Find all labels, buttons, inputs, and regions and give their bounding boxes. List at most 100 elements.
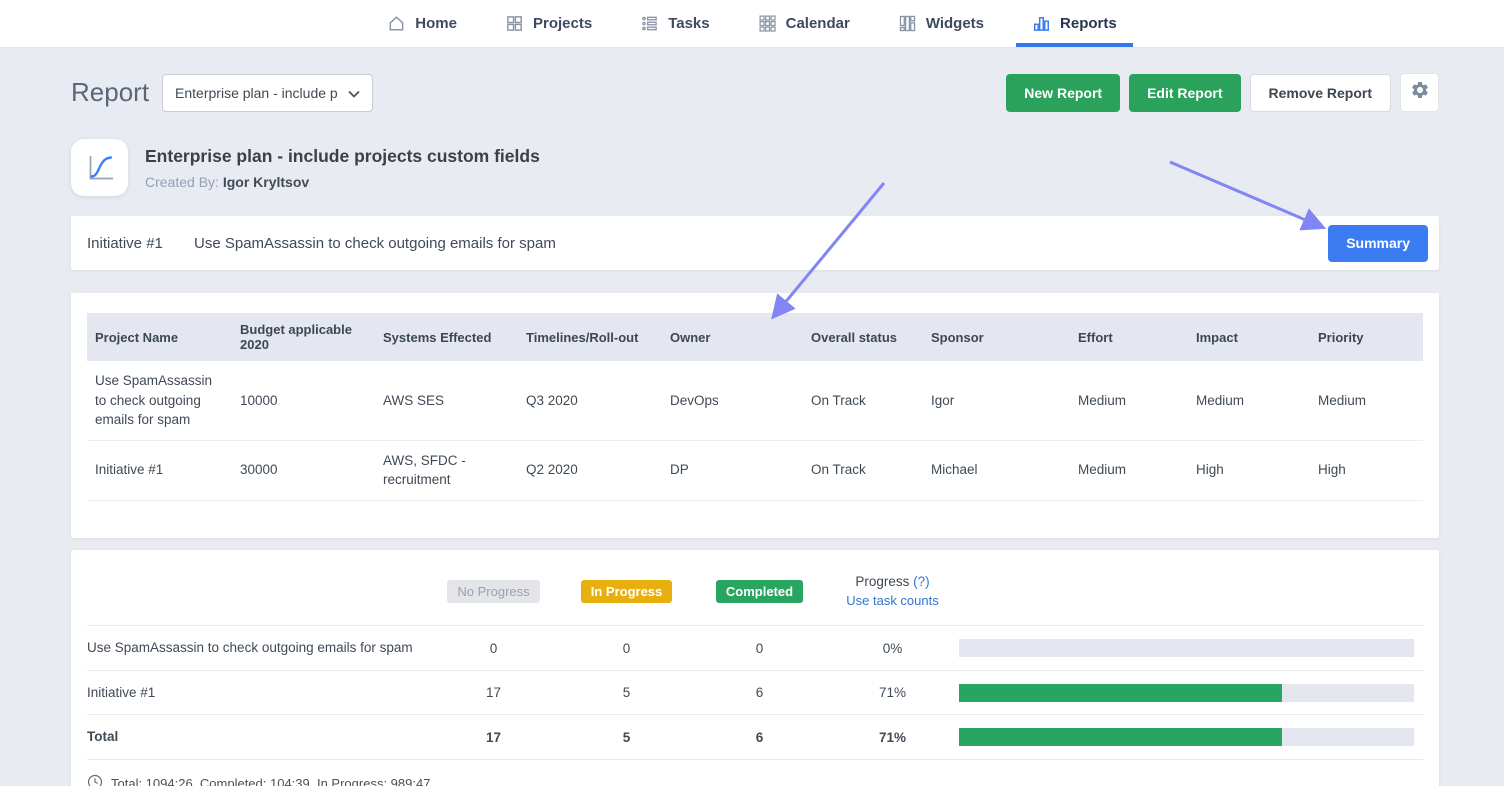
projects-table: Project Name Budget applicable 2020 Syst…	[87, 313, 1423, 501]
no-progress-badge: No Progress	[447, 580, 540, 604]
progress-percent: 71%	[878, 685, 907, 701]
report-info: Enterprise plan - include projects custo…	[71, 139, 1439, 196]
column-header: Overall status	[803, 313, 923, 361]
time-totals-text: Total: 1094:26, Completed: 104:39, In Pr…	[111, 775, 431, 786]
report-title: Enterprise plan - include projects custo…	[145, 145, 540, 166]
projects-table-header-row: Project Name Budget applicable 2020 Syst…	[87, 313, 1423, 361]
nav-item-tasks[interactable]: Tasks	[630, 0, 719, 47]
initiative-bar: Initiative #1 Use SpamAssassin to check …	[71, 216, 1439, 270]
table-row: Initiative #1 30000 AWS, SFDC - recruitm…	[87, 440, 1423, 501]
nav-label: Tasks	[668, 15, 710, 32]
progress-card: No Progress In Progress Completed Progre…	[71, 549, 1439, 786]
cell-budget: 30000	[232, 440, 375, 501]
top-nav: Home Projects Tasks Calendar Widgets Rep…	[0, 0, 1504, 48]
completed-badge: Completed	[715, 580, 804, 604]
page-header: Report Enterprise plan - include p New R…	[71, 73, 1439, 112]
progress-percent: 71%	[878, 729, 907, 745]
completed-count: 6	[755, 729, 764, 745]
cell-overall-status: On Track	[803, 361, 923, 441]
chevron-down-icon	[348, 85, 360, 101]
column-header: Owner	[662, 313, 803, 361]
progress-row: Use SpamAssassin to check outgoing email…	[87, 626, 1423, 671]
reports-icon	[1032, 14, 1051, 33]
remove-report-button[interactable]: Remove Report	[1249, 73, 1391, 112]
cell-budget: 10000	[232, 361, 375, 441]
progress-row-name: Total	[87, 729, 119, 745]
progress-help-icon[interactable]: (?)	[913, 573, 930, 589]
cell-timelines: Q3 2020	[518, 361, 662, 441]
summary-button[interactable]: Summary	[1328, 224, 1428, 262]
created-by-name: Igor Kryltsov	[222, 173, 310, 190]
table-row: Use SpamAssassin to check outgoing email…	[87, 361, 1423, 441]
cell-impact: High	[1188, 440, 1310, 501]
time-totals-footer: Total: 1094:26, Completed: 104:39, In Pr…	[87, 774, 1423, 786]
nav-item-reports[interactable]: Reports	[1016, 0, 1133, 47]
cell-effort: Medium	[1070, 440, 1188, 501]
column-header: Timelines/Roll-out	[518, 313, 662, 361]
progress-bar	[959, 639, 1414, 657]
column-header: Priority	[1310, 313, 1423, 361]
initiative-id: Initiative #1	[87, 234, 163, 252]
no-progress-count: 17	[485, 729, 502, 745]
progress-bar	[959, 683, 1414, 702]
nav-label: Projects	[532, 15, 593, 32]
nav-item-home[interactable]: Home	[377, 0, 467, 47]
home-icon	[387, 14, 406, 33]
cell-sponsor: Michael	[923, 440, 1070, 501]
in-progress-count: 5	[622, 729, 631, 745]
cell-effort: Medium	[1070, 361, 1188, 441]
projects-icon	[505, 14, 524, 33]
cell-systems: AWS SES	[375, 361, 518, 441]
progress-total-row: Total 17 5 6 71%	[87, 715, 1423, 760]
widgets-icon	[898, 14, 917, 33]
column-header: Impact	[1188, 313, 1310, 361]
in-progress-badge: In Progress	[580, 580, 673, 604]
gear-icon	[1410, 80, 1430, 105]
column-header: Effort	[1070, 313, 1188, 361]
progress-column-header: Progress (?) Use task counts	[826, 572, 959, 611]
report-curve-icon	[71, 139, 128, 196]
settings-button[interactable]	[1400, 73, 1439, 112]
initiative-name: Use SpamAssassin to check outgoing email…	[194, 234, 556, 252]
cell-timelines: Q2 2020	[518, 440, 662, 501]
new-report-button[interactable]: New Report	[1006, 73, 1121, 112]
cell-overall-status: On Track	[803, 440, 923, 501]
cell-project-name: Initiative #1	[87, 440, 232, 501]
projects-table-card: Project Name Budget applicable 2020 Syst…	[71, 293, 1439, 538]
in-progress-count: 0	[622, 640, 631, 656]
cell-owner: DP	[662, 440, 803, 501]
progress-label: Progress	[855, 573, 910, 589]
report-created-by: Created By: Igor Kryltsov	[145, 174, 540, 190]
use-task-counts-link[interactable]: Use task counts	[846, 593, 939, 609]
progress-row: Initiative #1 17 5 6 71%	[87, 671, 1423, 716]
column-header: Sponsor	[923, 313, 1070, 361]
nav-item-projects[interactable]: Projects	[495, 0, 602, 47]
cell-priority: High	[1310, 440, 1423, 501]
progress-bar	[959, 728, 1414, 747]
report-select-dropdown[interactable]: Enterprise plan - include p	[162, 73, 373, 112]
created-by-label: Created By:	[145, 173, 219, 190]
calendar-icon	[758, 14, 777, 33]
no-progress-count: 0	[489, 640, 498, 656]
progress-percent: 0%	[882, 640, 903, 656]
edit-report-button[interactable]: Edit Report	[1129, 73, 1241, 112]
nav-item-calendar[interactable]: Calendar	[748, 0, 860, 47]
progress-header-row: No Progress In Progress Completed Progre…	[87, 564, 1423, 627]
cell-systems: AWS, SFDC - recruitment	[375, 440, 518, 501]
no-progress-count: 17	[485, 685, 502, 701]
completed-count: 0	[755, 640, 764, 656]
progress-row-name: Use SpamAssassin to check outgoing email…	[87, 640, 413, 656]
in-progress-count: 5	[622, 685, 631, 701]
cell-project-name: Use SpamAssassin to check outgoing email…	[87, 361, 232, 441]
nav-label: Calendar	[785, 15, 850, 32]
column-header: Project Name	[87, 313, 232, 361]
page-title: Report	[71, 77, 150, 107]
cell-owner: DevOps	[662, 361, 803, 441]
nav-label: Reports	[1060, 15, 1117, 32]
report-select-value: Enterprise plan - include p	[175, 84, 338, 101]
tasks-icon	[640, 14, 659, 33]
nav-label: Home	[415, 15, 457, 32]
completed-count: 6	[755, 685, 764, 701]
cell-sponsor: Igor	[923, 361, 1070, 441]
nav-item-widgets[interactable]: Widgets	[888, 0, 994, 47]
